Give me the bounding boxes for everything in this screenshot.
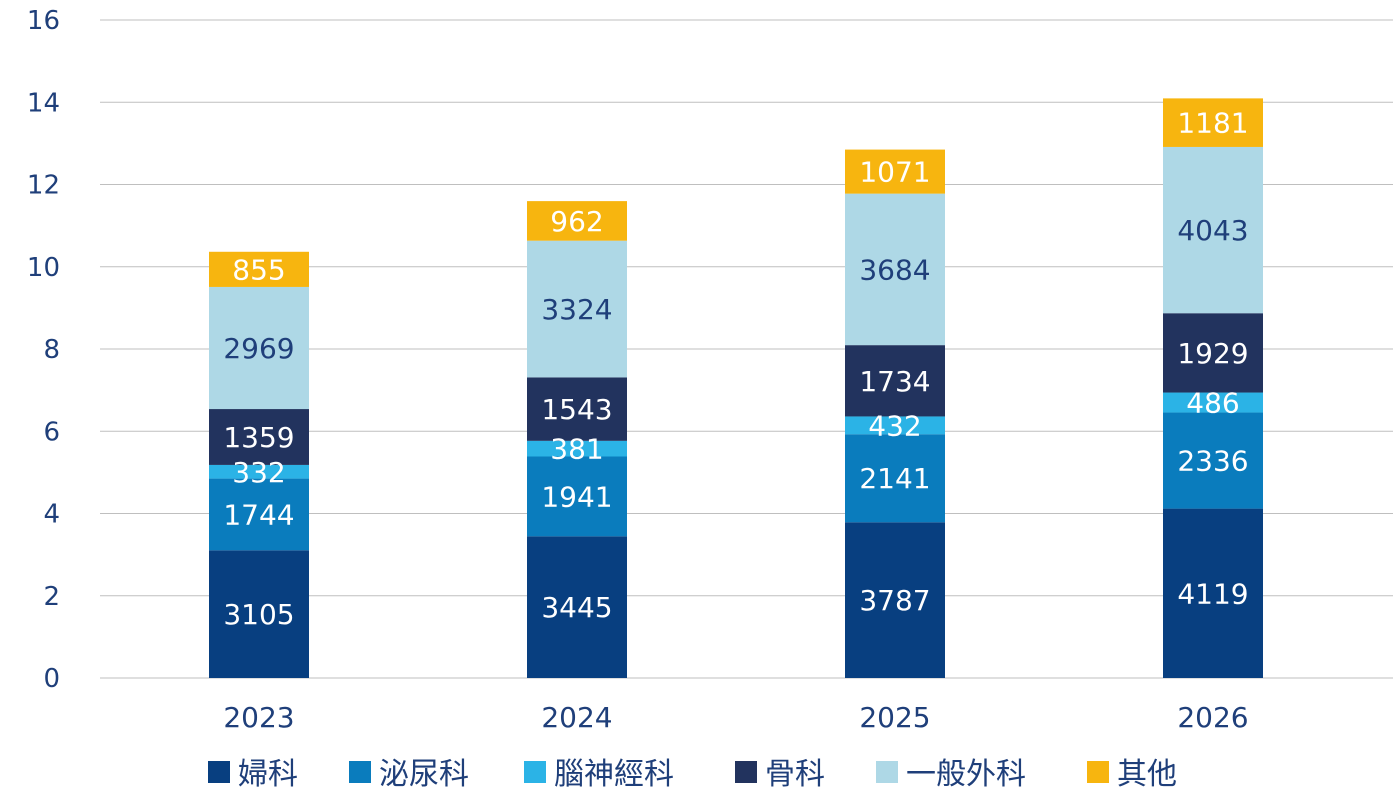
y-tick-label: 2 xyxy=(43,582,60,612)
data-label: 332 xyxy=(232,456,285,489)
legend-item: 其他 xyxy=(1087,757,1177,792)
y-tick-label: 0 xyxy=(43,664,60,694)
data-label: 3445 xyxy=(541,591,612,624)
data-label: 3684 xyxy=(859,253,930,286)
y-tick-label: 16 xyxy=(27,6,60,36)
bar-segment xyxy=(209,409,309,465)
legend-label: 泌尿科 xyxy=(379,757,469,792)
data-label: 855 xyxy=(232,253,285,286)
bar-segment xyxy=(1163,412,1263,509)
legend-item: 一般外科 xyxy=(876,757,1026,792)
data-label: 381 xyxy=(550,433,603,466)
data-label: 1181 xyxy=(1177,107,1248,140)
y-tick-label: 10 xyxy=(27,253,60,283)
legend-swatch xyxy=(1087,761,1109,783)
bar-segment xyxy=(527,240,627,378)
legend-item: 腦神經科 xyxy=(524,757,674,792)
y-tick-label: 6 xyxy=(43,417,60,447)
data-label: 1744 xyxy=(223,498,294,531)
bar-segment xyxy=(527,377,627,441)
x-tick-label: 2025 xyxy=(859,701,930,734)
data-label: 2336 xyxy=(1177,445,1248,478)
data-label: 1941 xyxy=(541,480,612,513)
legend-label: 其他 xyxy=(1117,757,1177,792)
x-tick-label: 2026 xyxy=(1177,701,1248,734)
bar-segment xyxy=(527,456,627,537)
bar-segment xyxy=(845,522,945,678)
bar-segment xyxy=(527,440,627,457)
bar-segment xyxy=(209,550,309,678)
x-tick-label: 2023 xyxy=(223,701,294,734)
legend-swatch xyxy=(876,761,898,783)
data-label: 3787 xyxy=(859,584,930,617)
data-label: 962 xyxy=(550,205,603,238)
bar-segment xyxy=(845,434,945,523)
bar-segment xyxy=(527,536,627,678)
y-axis-ticks: 0 2 4 6 8 10 12 14 16 xyxy=(27,6,60,694)
bar-segment xyxy=(209,286,309,410)
bar-segment xyxy=(845,416,945,435)
data-label: 2969 xyxy=(223,332,294,365)
bar-segment xyxy=(1163,313,1263,393)
grid-lines xyxy=(100,19,1393,679)
legend: 婦科 泌尿科 腦神經科 骨科 一般外科 其他 xyxy=(208,757,1177,792)
bars xyxy=(209,98,1263,678)
data-label: 1071 xyxy=(859,156,930,189)
legend-label: 腦神經科 xyxy=(554,757,674,792)
legend-item: 泌尿科 xyxy=(349,757,469,792)
legend-label: 骨科 xyxy=(765,757,825,792)
data-label: 4043 xyxy=(1177,214,1248,247)
bar-segment xyxy=(209,251,309,287)
legend-item: 婦科 xyxy=(208,757,298,792)
y-tick-label: 12 xyxy=(27,171,60,201)
y-tick-label: 4 xyxy=(43,500,60,530)
legend-swatch xyxy=(524,761,546,783)
legend-label: 一般外科 xyxy=(906,757,1026,792)
x-axis-ticks: 2023 2024 2025 2026 xyxy=(223,701,1248,734)
x-tick-label: 2024 xyxy=(541,701,612,734)
bar-segment xyxy=(1163,98,1263,147)
bar-segment xyxy=(1163,146,1263,314)
data-label: 432 xyxy=(868,409,921,442)
bar-segment xyxy=(845,149,945,194)
bar-segment xyxy=(527,201,627,241)
data-label: 4119 xyxy=(1177,577,1248,610)
data-label: 1543 xyxy=(541,393,612,426)
y-tick-label: 14 xyxy=(27,88,60,118)
data-label: 2141 xyxy=(859,462,930,495)
bar-segment xyxy=(845,193,945,346)
bar-segment xyxy=(1163,392,1263,413)
bar-segment xyxy=(845,345,945,417)
bar-segment xyxy=(209,464,309,479)
legend-swatch xyxy=(735,761,757,783)
data-label: 3105 xyxy=(223,598,294,631)
data-label: 3324 xyxy=(541,293,612,326)
bar-segment xyxy=(1163,508,1263,678)
data-label: 1734 xyxy=(859,365,930,398)
data-label: 486 xyxy=(1186,387,1239,420)
y-tick-label: 8 xyxy=(43,335,60,365)
legend-swatch xyxy=(349,761,371,783)
legend-swatch xyxy=(208,761,230,783)
legend-item: 骨科 xyxy=(735,757,825,792)
data-label: 1929 xyxy=(1177,337,1248,370)
legend-label: 婦科 xyxy=(238,757,298,792)
data-label: 1359 xyxy=(223,421,294,454)
bar-segment xyxy=(209,478,309,551)
